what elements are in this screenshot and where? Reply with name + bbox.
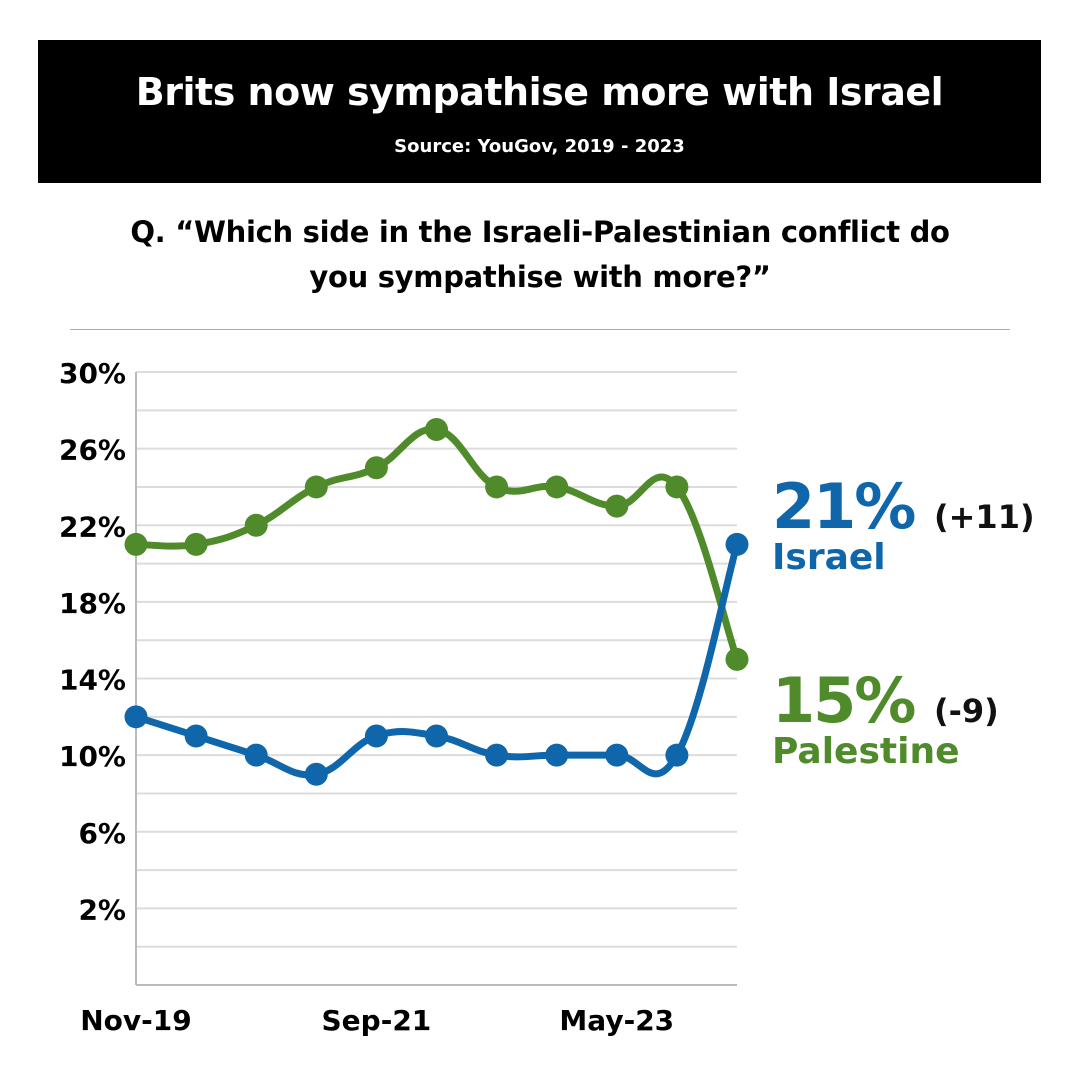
- israel-data-point: [545, 743, 569, 767]
- palestine-data-point: [485, 475, 509, 499]
- palestine-data-point: [545, 475, 569, 499]
- palestine-data-point: [665, 475, 689, 499]
- palestine-end-value: 15%: [772, 664, 916, 737]
- palestine-data-point: [425, 417, 448, 441]
- chart-header: Brits now sympathise more with Israel So…: [38, 40, 1041, 183]
- israel-end-value: 21%: [772, 470, 916, 543]
- palestine-data-point: [725, 647, 749, 671]
- palestine-data-point: [364, 456, 388, 480]
- x-tick-label: Sep-21: [322, 1004, 432, 1037]
- israel-data-point: [304, 762, 328, 786]
- x-tick-label: May-23: [559, 1004, 674, 1037]
- palestine-series-line: [132, 425, 741, 663]
- israel-data-point: [124, 705, 148, 729]
- survey-question-line-2: you sympathise with more?”: [309, 260, 771, 294]
- palestine-data-point: [244, 513, 268, 537]
- israel-data-point: [364, 724, 388, 748]
- y-tick-label: 10%: [59, 740, 126, 773]
- israel-series-name: Israel: [772, 537, 886, 578]
- israel-end-label: 21% (+11) Israel: [772, 470, 1035, 578]
- y-tick-label: 30%: [59, 357, 126, 390]
- israel-change: (+11): [933, 498, 1035, 536]
- israel-data-point: [605, 743, 629, 767]
- palestine-end-label: 15% (-9) Palestine: [772, 664, 999, 772]
- israel-data-point: [425, 724, 448, 748]
- y-tick-label: 18%: [59, 587, 126, 620]
- palestine-series-name: Palestine: [772, 731, 960, 772]
- y-tick-label: 26%: [59, 434, 126, 467]
- y-tick-label: 22%: [59, 510, 126, 543]
- chart-title: Brits now sympathise more with Israel: [135, 70, 944, 114]
- palestine-data-point: [184, 532, 208, 556]
- palestine-data-point: [605, 494, 629, 518]
- chart-source: Source: YouGov, 2019 - 2023: [394, 136, 685, 157]
- palestine-data-point: [124, 532, 148, 556]
- x-tick-label: Nov-19: [80, 1004, 192, 1037]
- israel-data-point: [725, 532, 749, 556]
- divider: [70, 329, 1010, 330]
- palestine-change: (-9): [933, 692, 999, 730]
- y-tick-label: 6%: [78, 817, 126, 850]
- y-tick-label: 14%: [59, 664, 126, 697]
- israel-data-point: [665, 743, 689, 767]
- survey-question-line-1: Q. “Which side in the Israeli-Palestinia…: [130, 215, 950, 249]
- israel-data-point: [184, 724, 208, 748]
- israel-data-point: [485, 743, 509, 767]
- survey-question: Q. “Which side in the Israeli-Palestinia…: [60, 210, 1020, 300]
- y-tick-label: 2%: [78, 893, 126, 926]
- israel-data-point: [244, 743, 268, 767]
- palestine-data-point: [304, 475, 328, 499]
